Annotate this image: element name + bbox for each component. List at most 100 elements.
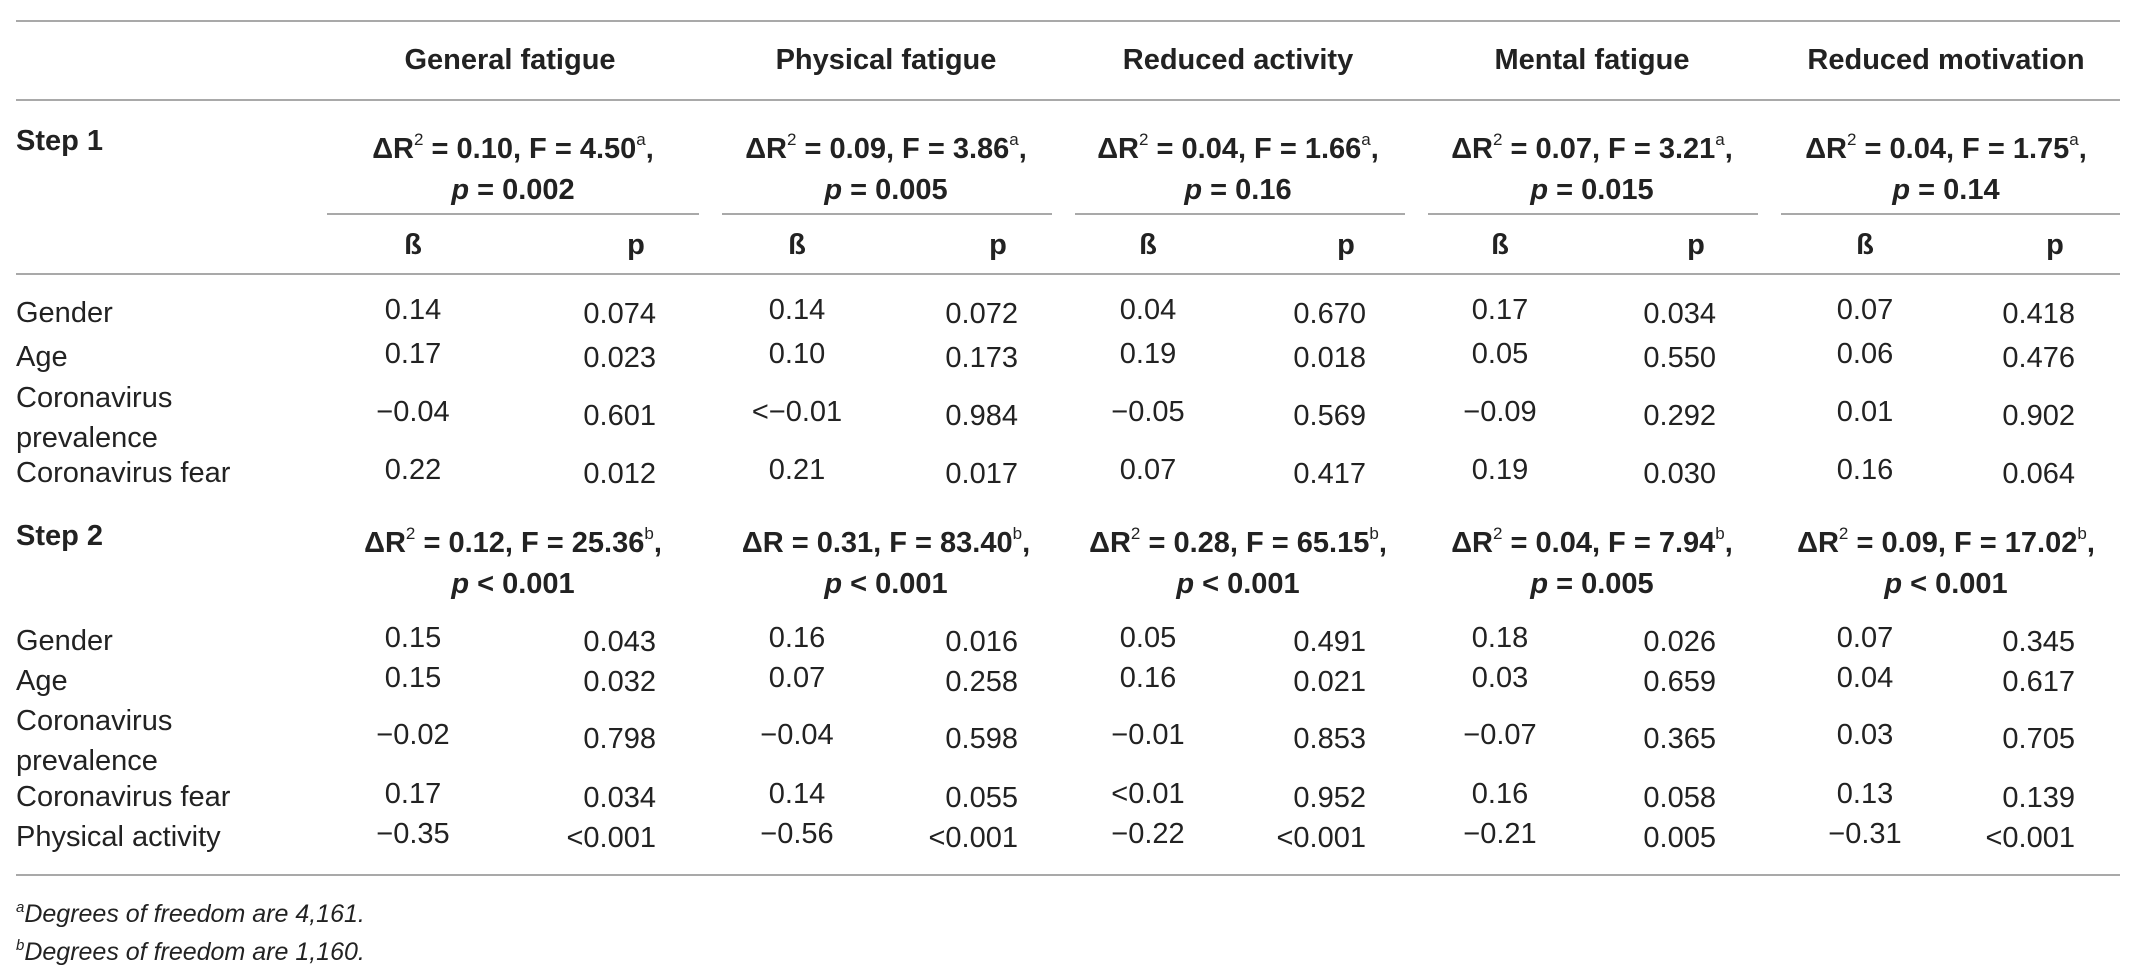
step-1-p-cell: 0.072 bbox=[945, 298, 1018, 330]
step-1-beta-cell: 0.17 bbox=[384, 338, 442, 370]
stat-values: = 0.09, F = 17.02 bbox=[1848, 527, 2078, 559]
p-header-2: p bbox=[1337, 229, 1355, 261]
step-1-p-cell: 0.476 bbox=[2002, 342, 2075, 374]
df-marker: a bbox=[1009, 130, 1019, 149]
step-1-beta-cell: 0.19 bbox=[1471, 454, 1529, 486]
df-marker: b bbox=[644, 524, 654, 543]
step-1-beta-cell: 0.10 bbox=[768, 338, 826, 370]
step-1-row-label: Age bbox=[16, 341, 68, 373]
step-1-stat-0: ΔR2 = 0.10, F = 4.50a, p = 0.002 bbox=[372, 130, 654, 206]
p-header-0: p bbox=[627, 229, 645, 261]
footnote-b-marker: b bbox=[16, 937, 25, 954]
p-italic: p bbox=[1884, 568, 1903, 600]
step-1-beta-cell: 0.16 bbox=[1836, 454, 1894, 486]
step-2-p-cell: 0.952 bbox=[1293, 782, 1366, 814]
step-1-beta-cell: −0.05 bbox=[1111, 396, 1185, 428]
step-1-p-cell: 0.418 bbox=[2002, 298, 2075, 330]
step-1-beta-cell: 0.22 bbox=[384, 454, 442, 486]
beta-header-1: ß bbox=[788, 229, 806, 261]
step-2-beta-cell: 0.15 bbox=[384, 662, 442, 694]
step-1-p-cell: 0.173 bbox=[945, 342, 1018, 374]
step-1-beta-cell: −0.09 bbox=[1463, 396, 1537, 428]
step-1-p-cell: 0.012 bbox=[583, 458, 656, 490]
step-1-beta-cell: 0.06 bbox=[1836, 338, 1894, 370]
delta-r: ΔR bbox=[364, 527, 406, 559]
step-2-p-cell: 0.365 bbox=[1643, 723, 1716, 755]
delta-r: ΔR bbox=[745, 133, 787, 165]
r-superscript: 2 bbox=[1130, 524, 1141, 543]
p-italic: p bbox=[824, 568, 843, 600]
step-2-p-cell: <0.001 bbox=[566, 822, 656, 854]
step-2-p-cell: <0.001 bbox=[1985, 822, 2075, 854]
step-1-p-cell: 0.550 bbox=[1643, 342, 1716, 374]
step-2-beta-cell: <0.01 bbox=[1111, 778, 1185, 810]
p-italic: p bbox=[1530, 174, 1549, 206]
header-reduced-motivation: Reduced motivation bbox=[1807, 44, 2085, 76]
step-2-beta-cell: −0.31 bbox=[1828, 818, 1902, 850]
step-1-p-cell: 0.984 bbox=[945, 400, 1018, 432]
step-1-p-cell: 0.292 bbox=[1643, 400, 1716, 432]
step-2-beta-cell: −0.04 bbox=[760, 719, 834, 751]
step-2-beta-cell: −0.21 bbox=[1463, 818, 1537, 850]
p-italic: p bbox=[1892, 174, 1911, 206]
r-superscript: 2 bbox=[1138, 130, 1149, 149]
delta-r: ΔR bbox=[1805, 133, 1847, 165]
p-value: < 0.001 bbox=[842, 568, 948, 600]
r-superscript: 2 bbox=[1492, 130, 1503, 149]
step-1-p-cell: 0.023 bbox=[583, 342, 656, 374]
df-marker: b bbox=[1715, 524, 1725, 543]
step-1-beta-cell: 0.07 bbox=[1836, 294, 1894, 326]
segment-rule-mental bbox=[1428, 213, 1758, 215]
step-1-p-cell: 0.902 bbox=[2002, 400, 2075, 432]
p-italic: p bbox=[451, 174, 470, 206]
segment-rule-activity bbox=[1075, 213, 1405, 215]
step-1-label: Step 1 bbox=[16, 125, 104, 157]
p-value: = 0.16 bbox=[1202, 174, 1292, 206]
step-1-stat-4: ΔR2 = 0.04, F = 1.75a, p = 0.14 bbox=[1805, 130, 2087, 206]
step-2-p-cell: 0.258 bbox=[945, 666, 1018, 698]
delta-r: ΔR bbox=[1451, 527, 1493, 559]
step-1-p-cell: 0.034 bbox=[1643, 298, 1716, 330]
step-2-beta-cell: 0.13 bbox=[1836, 778, 1894, 810]
segment-rule-general bbox=[327, 213, 699, 215]
delta-r: ΔR bbox=[1451, 133, 1493, 165]
step-1-beta-cell: 0.04 bbox=[1119, 294, 1177, 326]
step-2-beta-cell: −0.02 bbox=[376, 719, 450, 751]
step-1-beta-cell: 0.14 bbox=[384, 294, 442, 326]
step-1-p-cell: 0.601 bbox=[583, 400, 656, 432]
step-2-beta-cell: 0.04 bbox=[1836, 662, 1894, 694]
segment-rule-motivation bbox=[1781, 213, 2120, 215]
step-2-p-cell: 0.005 bbox=[1643, 822, 1716, 854]
df-marker: a bbox=[1361, 130, 1371, 149]
stat-values: = 0.07, F = 3.21 bbox=[1502, 133, 1716, 165]
beta-header-0: ß bbox=[404, 229, 422, 261]
step-1-stat-1: ΔR2 = 0.09, F = 3.86a, p = 0.005 bbox=[745, 130, 1027, 206]
step-1-p-cell: 0.670 bbox=[1293, 298, 1366, 330]
r-superscript: 2 bbox=[413, 130, 424, 149]
stat-values: = 0.04, F = 7.94 bbox=[1502, 527, 1716, 559]
step-2-p-cell: <0.001 bbox=[928, 822, 1018, 854]
step-2-beta-cell: 0.05 bbox=[1119, 622, 1177, 654]
df-marker: b bbox=[2077, 524, 2087, 543]
beta-header-3: ß bbox=[1491, 229, 1509, 261]
p-value: = 0.14 bbox=[1910, 174, 2000, 206]
step-2-label: Step 2 bbox=[16, 520, 104, 552]
step-1-beta-cell: 0.07 bbox=[1119, 454, 1177, 486]
step-2-beta-cell: −0.56 bbox=[760, 818, 834, 850]
df-marker: b bbox=[1369, 524, 1379, 543]
header-physical-fatigue: Physical fatigue bbox=[775, 44, 997, 76]
delta-r: ΔR bbox=[1097, 133, 1139, 165]
step-1-p-cell: 0.074 bbox=[583, 298, 656, 330]
p-italic: p bbox=[1176, 568, 1195, 600]
step-2-beta-cell: 0.03 bbox=[1471, 662, 1529, 694]
step-2-p-cell: 0.491 bbox=[1293, 626, 1366, 658]
step-1-stat-2: ΔR2 = 0.04, F = 1.66a, p = 0.16 bbox=[1097, 130, 1379, 206]
footnote-b-text: Degrees of freedom are 1,160. bbox=[24, 938, 365, 966]
delta-r: ΔR bbox=[741, 527, 784, 559]
p-italic: p bbox=[824, 174, 843, 206]
footnote-a: aDegrees of freedom are 4,161. bbox=[16, 893, 365, 929]
df-marker: a bbox=[2069, 130, 2079, 149]
step-2-p-cell: 0.032 bbox=[583, 666, 656, 698]
step-2-beta-cell: 0.18 bbox=[1471, 622, 1529, 654]
